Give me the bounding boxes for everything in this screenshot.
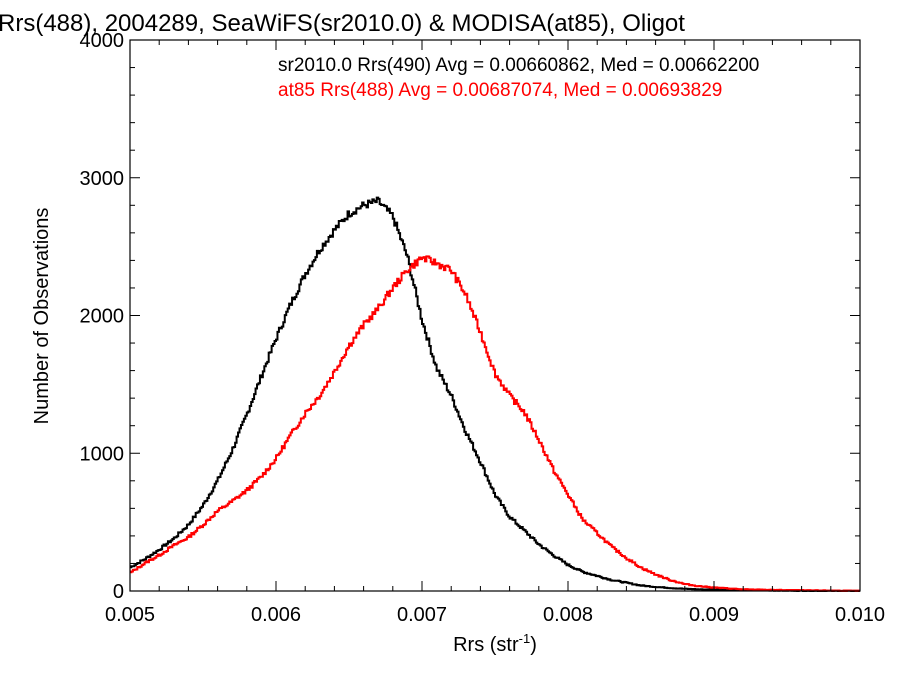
- x-axis-label-superscript: -1: [519, 631, 531, 646]
- x-tick-label: 0.007: [397, 604, 447, 626]
- x-axis-label-suffix: ): [530, 634, 537, 656]
- x-tick-label: 0.008: [543, 604, 593, 626]
- y-axis: 0 1000 2000 3000 4000: [80, 30, 860, 603]
- x-tick-label: 0.010: [835, 604, 885, 626]
- y-tick-label: 0: [113, 581, 124, 603]
- y-tick-label: 3000: [80, 168, 125, 190]
- series-line-black: [130, 196, 860, 592]
- x-tick-label: 0.009: [689, 604, 739, 626]
- y-tick-label: 2000: [80, 306, 125, 328]
- y-tick-label: 4000: [80, 30, 125, 52]
- x-axis-label: Rrs (str-1): [453, 631, 537, 656]
- legend-entry-black: sr2010.0 Rrs(490) Avg = 0.00660862, Med …: [278, 55, 759, 76]
- y-axis-label: Number of Observations: [31, 208, 53, 425]
- y-tick-label: 1000: [80, 443, 125, 465]
- plot-frame: [129, 39, 861, 592]
- legend-entry-red: at85 Rrs(488) Avg = 0.00687074, Med = 0.…: [278, 80, 722, 101]
- x-axis: 0.005 0.006 0.007 0.008 0.009 0.010: [105, 40, 885, 626]
- x-tick-label: 0.005: [105, 604, 155, 626]
- x-tick-label: 0.006: [251, 604, 301, 626]
- chart-title: Rrs(488), 2004289, SeaWiFS(sr2010.0) & M…: [0, 10, 685, 37]
- series-line-red: [130, 255, 860, 592]
- series-layer: [130, 196, 860, 592]
